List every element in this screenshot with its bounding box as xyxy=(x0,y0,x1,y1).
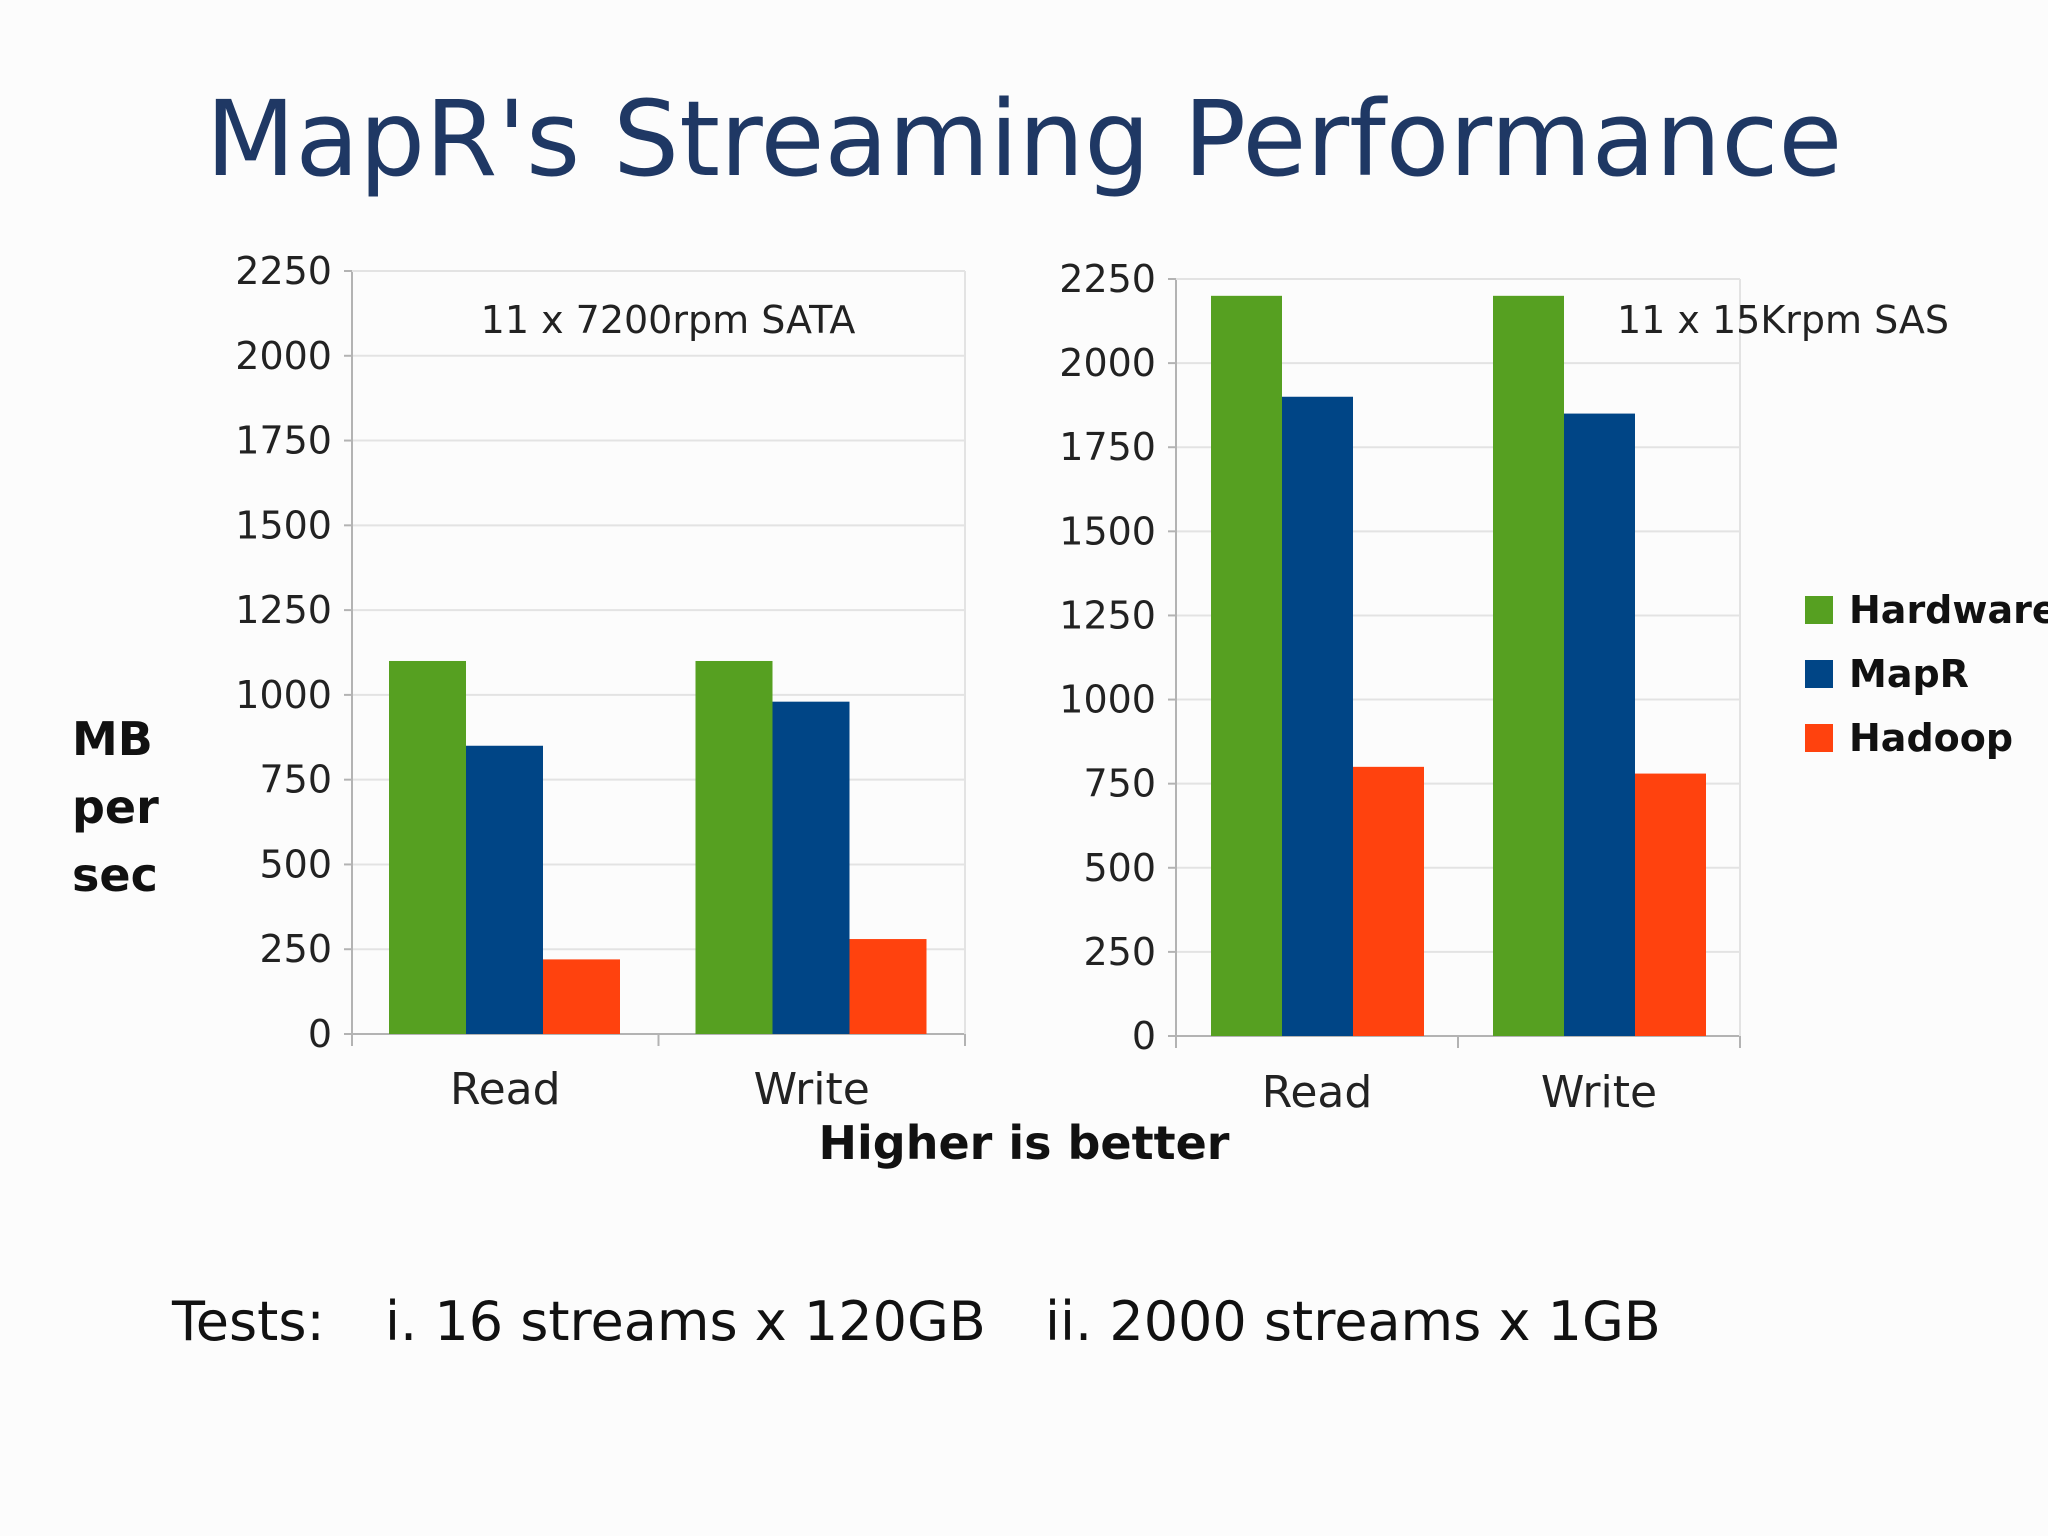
bar-hadoop-read xyxy=(1353,766,1424,1036)
y-axis-label-line: sec xyxy=(72,848,158,902)
chart-title: 11 x 15Krpm SAS xyxy=(1617,298,1949,342)
slide-title: MapR's Streaming Performance xyxy=(205,78,1843,200)
y-tick-label: 2250 xyxy=(235,249,332,293)
legend-swatch-hadoop xyxy=(1805,724,1833,752)
tests-item-2: ii. 2000 streams x 1GB xyxy=(1045,1290,1661,1353)
legend-item-hadoop: Hadoop xyxy=(1805,706,2048,770)
bar-hadoop-write xyxy=(1635,773,1706,1036)
y-tick-label: 750 xyxy=(1083,762,1156,806)
chart-title: 11 x 7200rpm SATA xyxy=(481,298,856,342)
legend-swatch-mapr xyxy=(1805,660,1833,688)
tests-item-1: i. 16 streams x 120GB xyxy=(385,1290,986,1353)
y-tick-label: 1750 xyxy=(235,419,332,463)
bar-hardware-read xyxy=(389,660,466,1034)
y-tick-label: 1000 xyxy=(1059,678,1156,722)
y-tick-label: 250 xyxy=(1083,930,1156,974)
bar-hadoop-read xyxy=(543,959,620,1034)
y-tick-label: 1250 xyxy=(235,588,332,632)
y-axis-label-line: per xyxy=(72,780,159,834)
y-tick-label: 500 xyxy=(259,842,332,886)
legend: Hardware MapR Hadoop xyxy=(1805,578,2048,770)
tests-prefix: Tests: xyxy=(172,1290,325,1353)
legend-label: Hardware xyxy=(1849,588,2048,632)
y-tick-label: 250 xyxy=(259,927,332,971)
legend-swatch-hardware xyxy=(1805,596,1833,624)
bar-hadoop-write xyxy=(849,939,927,1034)
y-tick-label: 2000 xyxy=(235,334,332,378)
bar-hardware-read xyxy=(1211,295,1282,1036)
higher-is-better-note: Higher is better xyxy=(818,1116,1230,1170)
legend-label: Hadoop xyxy=(1849,716,2014,760)
y-axis-label: MB per sec xyxy=(72,705,159,909)
y-tick-label: 0 xyxy=(308,1012,332,1056)
bar-mapr-write xyxy=(1564,413,1635,1037)
bar-hardware-write xyxy=(695,660,773,1034)
bar-hardware-write xyxy=(1493,295,1564,1036)
y-tick-label: 500 xyxy=(1083,846,1156,890)
y-tick-label: 1500 xyxy=(235,503,332,547)
y-tick-label: 2250 xyxy=(1059,257,1156,301)
y-tick-label: 750 xyxy=(259,758,332,802)
x-category-label: Write xyxy=(754,1064,870,1115)
x-category-label: Read xyxy=(450,1064,561,1115)
y-tick-label: 1250 xyxy=(1059,593,1156,637)
bar-mapr-read xyxy=(1282,396,1353,1036)
y-tick-label: 1750 xyxy=(1059,425,1156,469)
x-category-label: Write xyxy=(1541,1067,1657,1118)
y-tick-label: 2000 xyxy=(1059,341,1156,385)
x-category-label: Read xyxy=(1262,1067,1373,1118)
y-axis-label-line: MB xyxy=(72,712,153,766)
bar-mapr-read xyxy=(466,745,543,1034)
legend-item-mapr: MapR xyxy=(1805,642,2048,706)
y-tick-label: 1000 xyxy=(235,673,332,717)
y-tick-label: 0 xyxy=(1132,1014,1156,1058)
y-tick-label: 1500 xyxy=(1059,509,1156,553)
legend-item-hardware: Hardware xyxy=(1805,578,2048,642)
bar-mapr-write xyxy=(772,701,850,1034)
legend-label: MapR xyxy=(1849,652,1969,696)
